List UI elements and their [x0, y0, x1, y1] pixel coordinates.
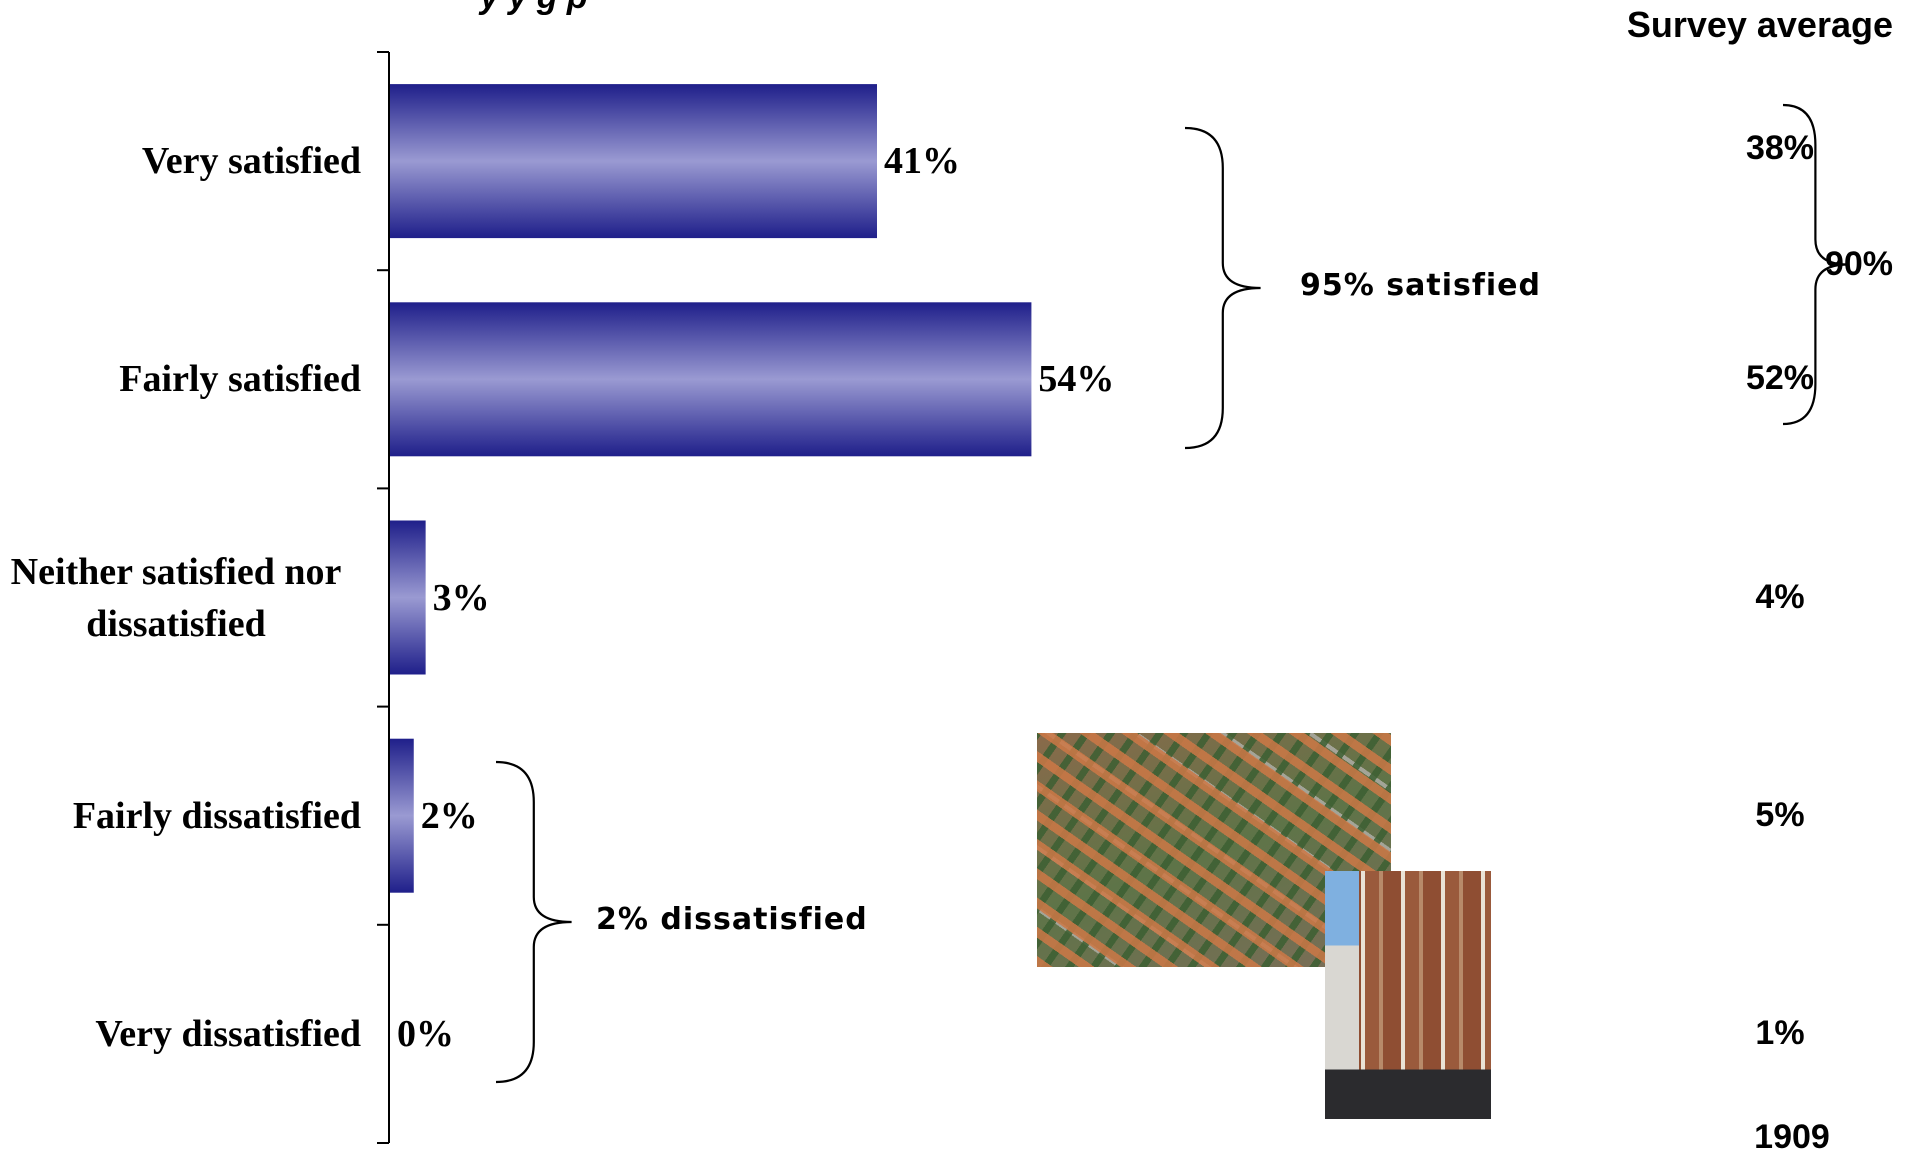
survey-average-brace: [1782, 103, 1848, 426]
survey-average-group-total: 90%: [1824, 244, 1894, 283]
value-label: 0%: [397, 1012, 454, 1055]
satisfied-brace: [1184, 126, 1261, 450]
category-label: Neither satisfied nor dissatisfied: [10, 550, 342, 645]
value-label: 2%: [420, 794, 478, 837]
survey-average-footer: 1909: [1754, 1118, 1830, 1156]
survey-average-value: 38%: [1745, 129, 1815, 168]
survey-average-header: Survey average: [1626, 4, 1893, 45]
dissatisfied-brace: [495, 760, 572, 1084]
aerial-suburb-photo: [1037, 733, 1391, 967]
category-label: Very satisfied: [141, 140, 361, 183]
category-label: Fairly satisfied: [119, 358, 361, 401]
value-label: 3%: [432, 576, 490, 619]
bar: [390, 302, 1032, 457]
bar: [390, 738, 414, 893]
survey-average-value: 52%: [1745, 359, 1815, 398]
group-total-label: 95% satisfied: [1300, 268, 1541, 303]
survey-average-value: 1%: [1755, 1013, 1805, 1052]
survey-average-value: 5%: [1755, 795, 1805, 834]
townhouse-street-photo: [1325, 871, 1491, 1119]
group-total-label: 2% dissatisfied: [596, 902, 868, 937]
category-label: Fairly dissatisfied: [72, 794, 361, 837]
survey-average-value: 4%: [1755, 577, 1805, 616]
value-label: 41%: [884, 140, 960, 183]
bar: [390, 84, 877, 239]
category-label: Very dissatisfied: [95, 1012, 361, 1055]
bar: [390, 520, 426, 675]
value-label: 54%: [1038, 358, 1115, 401]
chart-title-fragment: y y g p: [480, 0, 588, 17]
